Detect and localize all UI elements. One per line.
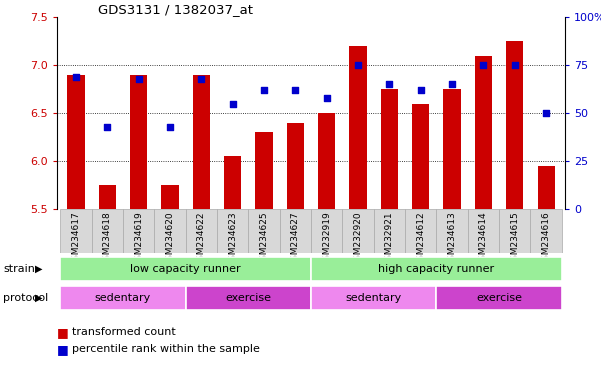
Point (290, 87, 300, 93)
Point (165, 124, 175, 130)
Text: ▶: ▶ (35, 293, 42, 303)
FancyBboxPatch shape (60, 209, 91, 253)
FancyBboxPatch shape (436, 286, 562, 310)
FancyBboxPatch shape (311, 286, 436, 310)
FancyBboxPatch shape (154, 209, 186, 253)
Bar (381, 89, 398, 209)
Bar (537, 166, 555, 209)
Text: GSM234619: GSM234619 (134, 212, 143, 266)
Point (71, 74, 81, 80)
Bar (287, 123, 304, 209)
Point (197, 76, 206, 82)
Text: GSM234618: GSM234618 (103, 212, 112, 266)
Bar (224, 157, 241, 209)
Bar (318, 113, 335, 209)
FancyBboxPatch shape (405, 209, 436, 253)
Text: GSM234623: GSM234623 (228, 212, 237, 266)
Text: GSM234622: GSM234622 (197, 212, 206, 266)
Bar (475, 56, 492, 209)
FancyBboxPatch shape (186, 209, 217, 253)
Bar (130, 75, 147, 209)
FancyBboxPatch shape (123, 209, 154, 253)
FancyBboxPatch shape (60, 257, 311, 281)
Text: GSM232919: GSM232919 (322, 212, 331, 266)
Point (447, 81, 457, 88)
Bar (255, 132, 273, 209)
FancyBboxPatch shape (60, 286, 186, 310)
Point (134, 76, 144, 82)
Point (385, 81, 394, 88)
Point (259, 87, 269, 93)
Text: low capacity runner: low capacity runner (130, 264, 241, 274)
FancyBboxPatch shape (186, 286, 311, 310)
Text: GSM234612: GSM234612 (416, 212, 426, 266)
Bar (506, 41, 523, 209)
Text: GSM234613: GSM234613 (448, 212, 457, 266)
Text: strain: strain (3, 264, 35, 274)
Text: sedentary: sedentary (95, 293, 151, 303)
Text: exercise: exercise (225, 293, 271, 303)
Text: GDS3131 / 1382037_at: GDS3131 / 1382037_at (98, 3, 253, 16)
Text: ■: ■ (57, 343, 69, 356)
Text: percentile rank within the sample: percentile rank within the sample (72, 344, 260, 354)
Text: GSM234620: GSM234620 (165, 212, 174, 266)
Bar (193, 75, 210, 209)
FancyBboxPatch shape (279, 209, 311, 253)
Point (510, 62, 520, 68)
Point (228, 101, 237, 107)
Point (416, 87, 426, 93)
Text: GSM234615: GSM234615 (510, 212, 519, 266)
Text: GSM232921: GSM232921 (385, 212, 394, 266)
Text: ▶: ▶ (35, 264, 42, 274)
Text: protocol: protocol (3, 293, 48, 303)
Text: high capacity runner: high capacity runner (379, 264, 495, 274)
FancyBboxPatch shape (311, 209, 343, 253)
FancyBboxPatch shape (531, 209, 562, 253)
Text: GSM234617: GSM234617 (72, 212, 81, 266)
Point (102, 124, 112, 130)
Text: GSM232920: GSM232920 (353, 212, 362, 266)
Bar (99, 185, 116, 209)
Bar (444, 89, 461, 209)
Bar (67, 75, 85, 209)
Text: ■: ■ (57, 326, 69, 339)
Point (353, 62, 363, 68)
Text: GSM234614: GSM234614 (479, 212, 488, 266)
Point (322, 95, 332, 101)
FancyBboxPatch shape (436, 209, 468, 253)
FancyBboxPatch shape (91, 209, 123, 253)
Bar (161, 185, 178, 209)
FancyBboxPatch shape (343, 209, 374, 253)
FancyBboxPatch shape (248, 209, 279, 253)
Text: sedentary: sedentary (346, 293, 402, 303)
Text: GSM234625: GSM234625 (260, 212, 269, 266)
Bar (412, 104, 429, 209)
FancyBboxPatch shape (311, 257, 562, 281)
Text: GSM234627: GSM234627 (291, 212, 300, 266)
Text: exercise: exercise (476, 293, 522, 303)
Text: transformed count: transformed count (72, 327, 176, 337)
Text: GSM234616: GSM234616 (542, 212, 551, 266)
Point (542, 110, 551, 116)
FancyBboxPatch shape (468, 209, 499, 253)
FancyBboxPatch shape (499, 209, 531, 253)
FancyBboxPatch shape (217, 209, 248, 253)
Point (478, 62, 488, 68)
FancyBboxPatch shape (374, 209, 405, 253)
Bar (349, 46, 367, 209)
